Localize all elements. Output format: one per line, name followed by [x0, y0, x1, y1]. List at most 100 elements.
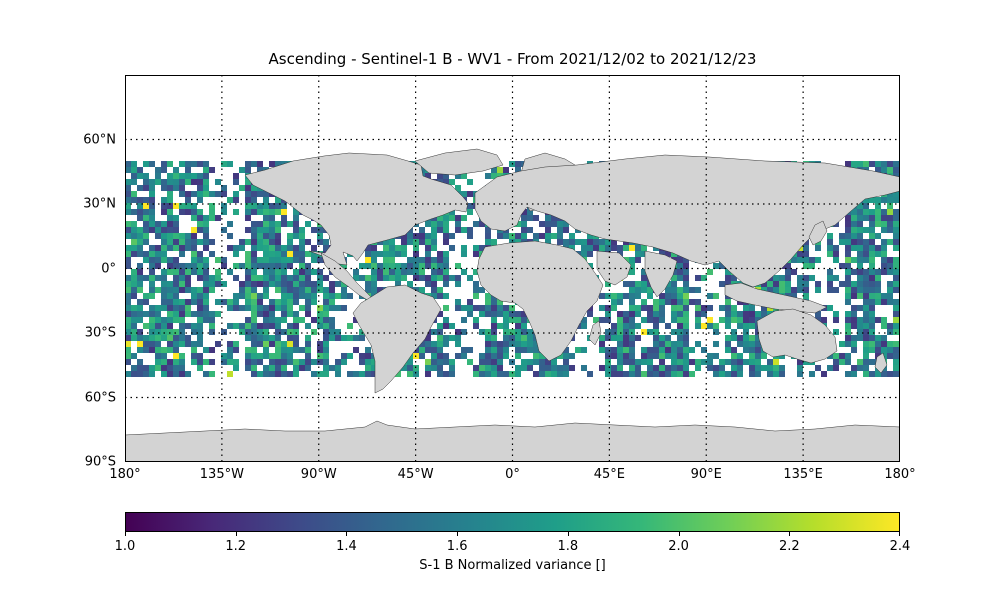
data-cell: [173, 263, 179, 269]
data-cell: [455, 221, 461, 227]
data-cell: [131, 371, 137, 377]
data-cell: [815, 281, 821, 287]
data-cell: [455, 185, 461, 191]
data-cell: [737, 317, 743, 323]
data-cell: [263, 251, 269, 257]
data-cell: [881, 257, 887, 263]
data-cell: [725, 305, 731, 311]
data-cell: [347, 371, 353, 377]
data-cell: [893, 329, 899, 335]
data-cell: [845, 293, 851, 299]
data-cell: [137, 197, 143, 203]
data-cell: [671, 275, 677, 281]
data-cell: [281, 281, 287, 287]
data-cell: [287, 299, 293, 305]
data-cell: [149, 185, 155, 191]
data-cell: [251, 323, 257, 329]
data-cell: [179, 179, 185, 185]
data-cell: [245, 281, 251, 287]
data-cell: [173, 203, 179, 209]
data-cell: [263, 197, 269, 203]
data-cell: [365, 275, 371, 281]
data-cell: [395, 371, 401, 377]
data-cell: [239, 185, 245, 191]
data-cell: [179, 353, 185, 359]
data-cell: [125, 161, 131, 167]
data-cell: [479, 311, 485, 317]
data-cell: [317, 371, 323, 377]
data-cell: [737, 365, 743, 371]
data-cell: [251, 257, 257, 263]
data-cell: [491, 365, 497, 371]
data-cell: [635, 293, 641, 299]
data-cell: [521, 329, 527, 335]
data-cell: [161, 257, 167, 263]
data-cell: [599, 335, 605, 341]
data-cell: [869, 317, 875, 323]
data-cell: [869, 233, 875, 239]
data-cell: [263, 275, 269, 281]
data-cell: [503, 323, 509, 329]
data-cell: [887, 227, 893, 233]
data-cell: [461, 227, 467, 233]
data-cell: [341, 353, 347, 359]
data-cell: [137, 173, 143, 179]
data-cell: [869, 251, 875, 257]
data-cell: [239, 329, 245, 335]
data-cell: [893, 275, 899, 281]
data-cell: [473, 305, 479, 311]
data-cell: [197, 215, 203, 221]
data-cell: [869, 341, 875, 347]
data-cell: [743, 317, 749, 323]
data-cell: [425, 251, 431, 257]
data-cell: [269, 221, 275, 227]
data-cell: [233, 251, 239, 257]
data-cell: [455, 227, 461, 233]
data-cell: [485, 329, 491, 335]
data-cell: [287, 251, 293, 257]
data-cell: [887, 239, 893, 245]
data-cell: [683, 275, 689, 281]
data-cell: [707, 353, 713, 359]
data-cell: [659, 365, 665, 371]
data-cell: [335, 335, 341, 341]
data-cell: [179, 191, 185, 197]
data-cell: [437, 371, 443, 377]
data-cell: [611, 329, 617, 335]
data-cell: [551, 233, 557, 239]
data-cell: [437, 359, 443, 365]
data-cell: [611, 347, 617, 353]
data-cell: [455, 353, 461, 359]
data-cell: [203, 161, 209, 167]
data-cell: [203, 167, 209, 173]
data-cell: [179, 209, 185, 215]
data-cell: [833, 311, 839, 317]
data-cell: [137, 251, 143, 257]
data-cell: [275, 341, 281, 347]
data-cell: [161, 281, 167, 287]
data-cell: [845, 341, 851, 347]
data-cell: [581, 239, 587, 245]
data-cell: [491, 173, 497, 179]
data-cell: [863, 227, 869, 233]
data-cell: [515, 311, 521, 317]
data-cell: [827, 281, 833, 287]
data-cell: [527, 215, 533, 221]
data-cell: [365, 257, 371, 263]
data-cell: [161, 269, 167, 275]
data-cell: [143, 209, 149, 215]
data-cell: [497, 371, 503, 377]
data-cell: [863, 353, 869, 359]
data-cell: [161, 371, 167, 377]
data-cell: [143, 371, 149, 377]
data-cell: [185, 233, 191, 239]
data-cell: [293, 287, 299, 293]
data-cell: [191, 341, 197, 347]
data-cell: [311, 359, 317, 365]
south-america-landmass: [352, 284, 442, 394]
data-cell: [131, 197, 137, 203]
data-cell: [797, 257, 803, 263]
data-cell: [461, 173, 467, 179]
data-cell: [347, 335, 353, 341]
data-cell: [767, 359, 773, 365]
